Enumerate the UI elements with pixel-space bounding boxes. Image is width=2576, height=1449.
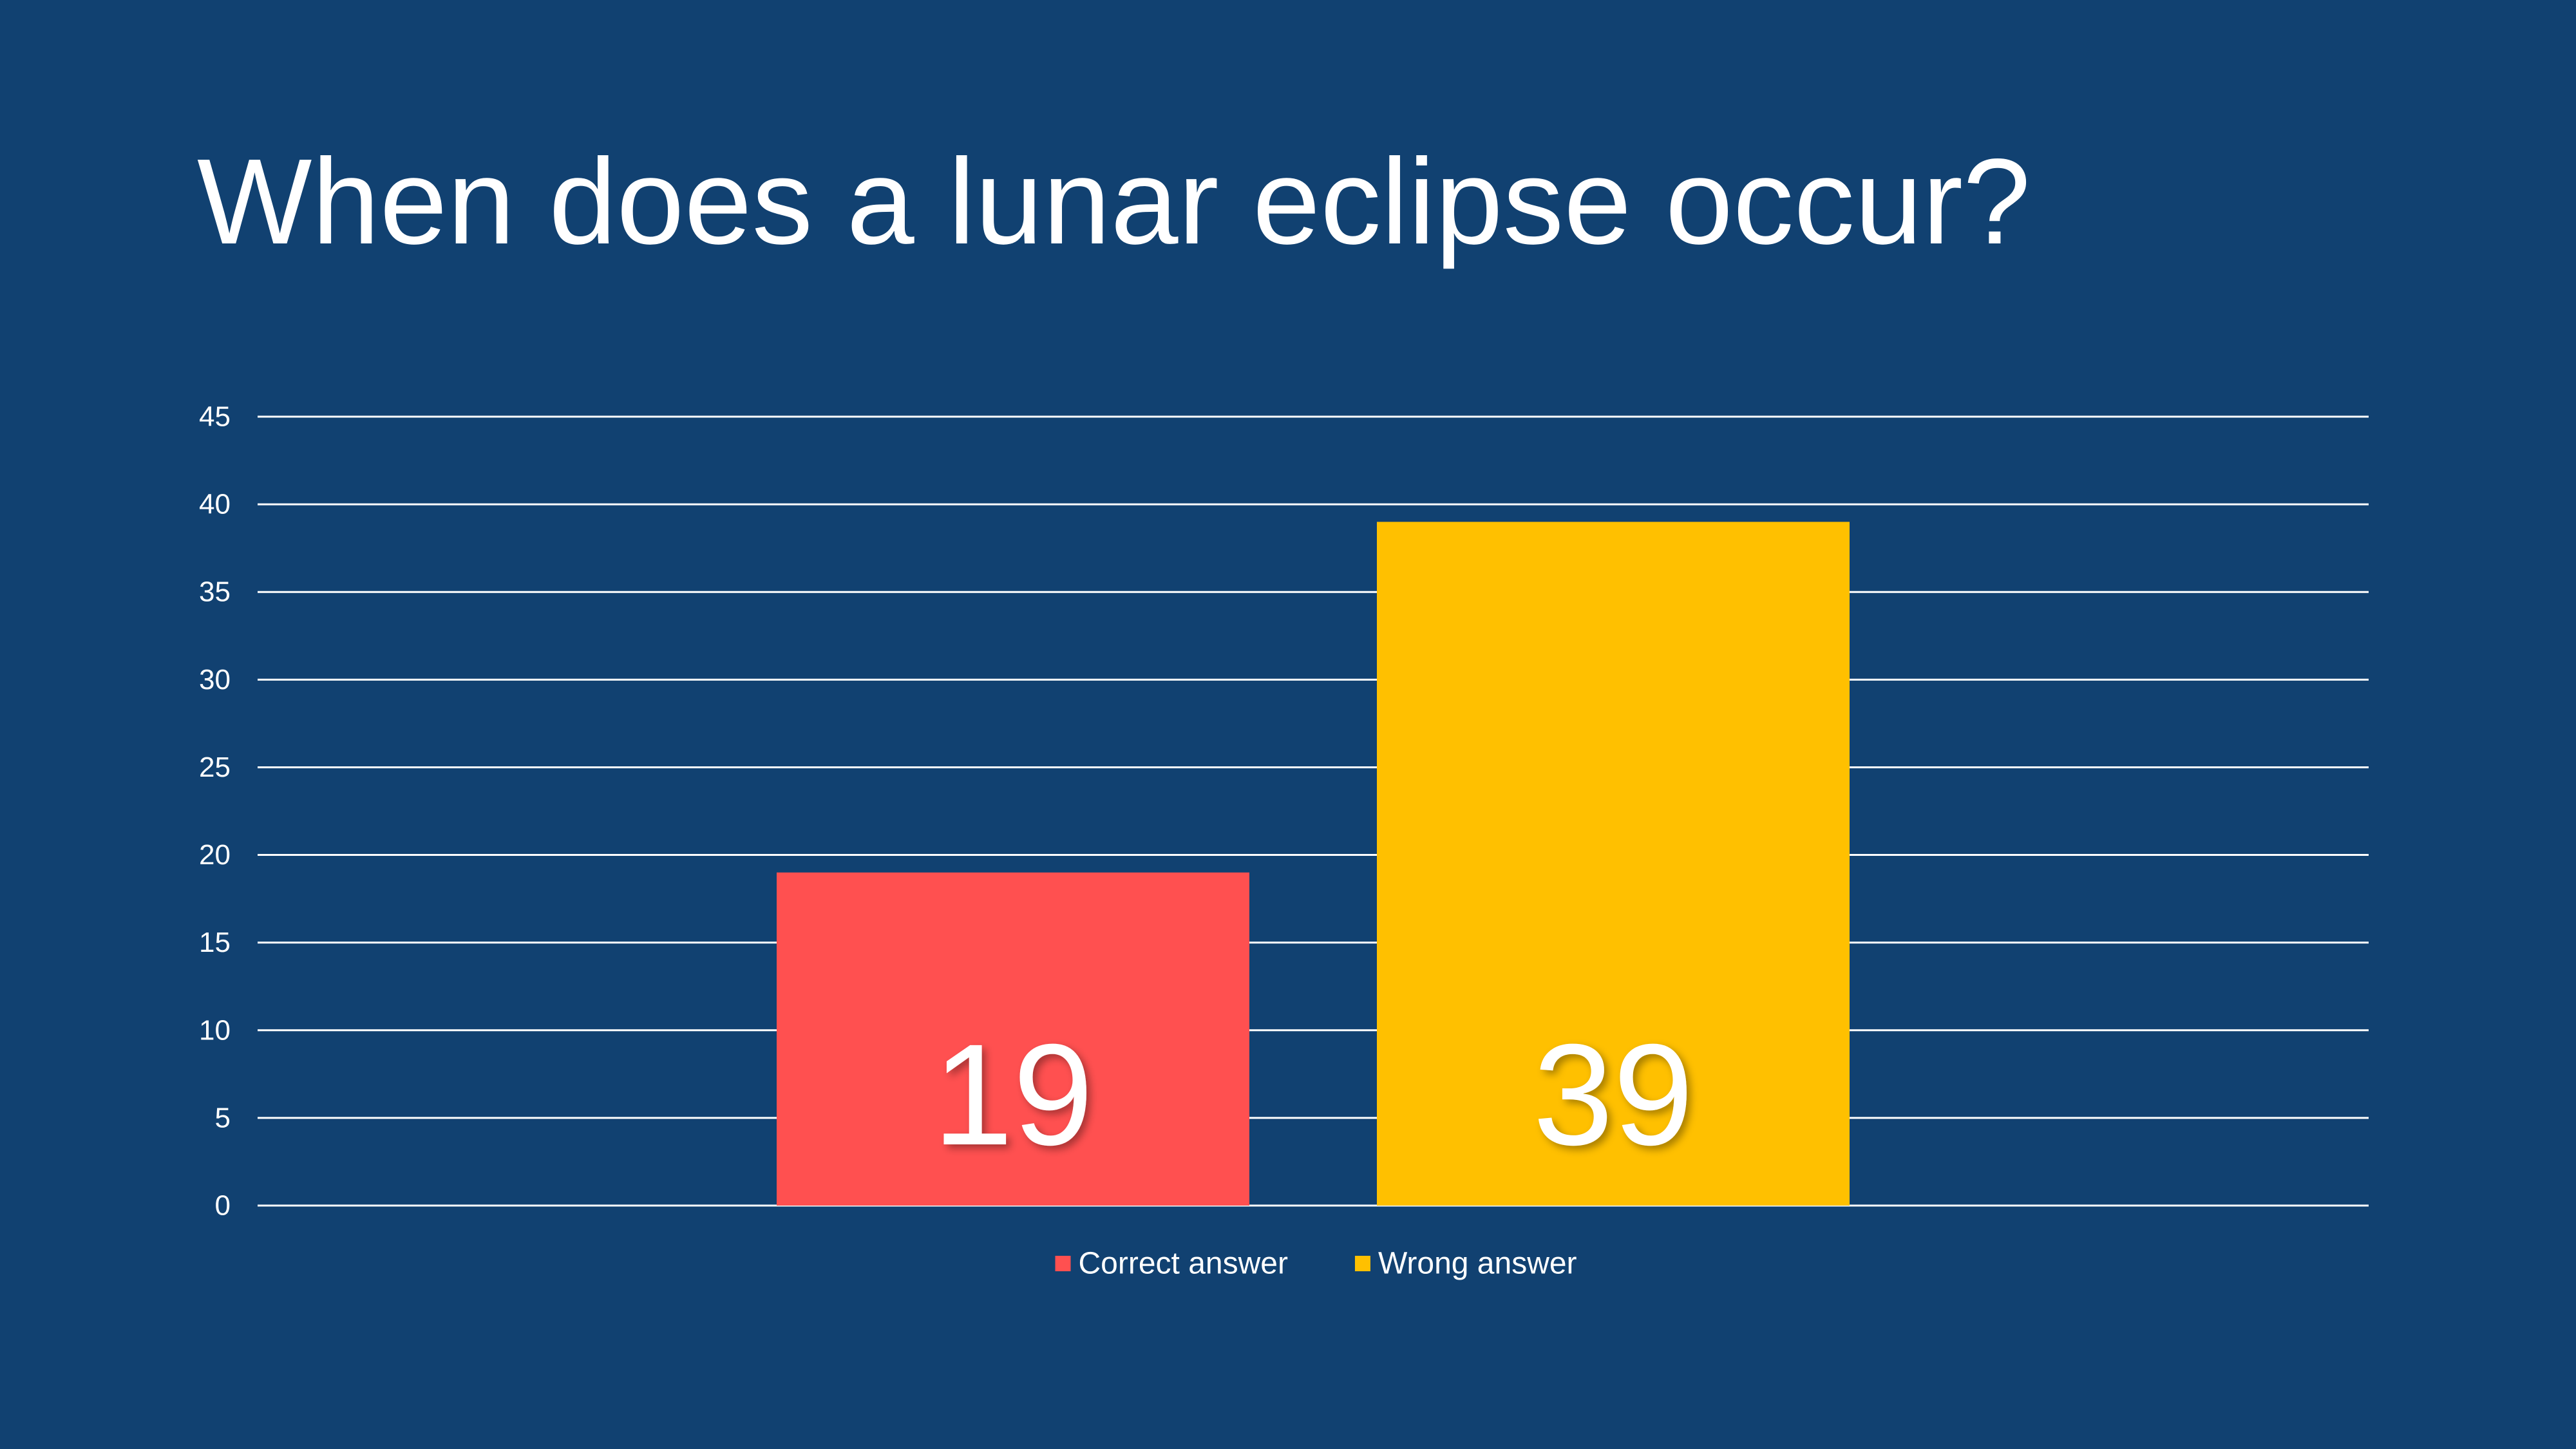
data-labels: 19 39 — [933, 1014, 1693, 1175]
y-tick-label: 0 — [215, 1190, 231, 1222]
y-tick-label: 25 — [199, 752, 231, 783]
y-tick-label: 15 — [199, 927, 231, 958]
bar-correct-answer — [777, 872, 1249, 1206]
slide-title: When does a lunar eclipse occur? — [197, 134, 2031, 270]
y-tick-label: 45 — [199, 401, 231, 433]
y-tick-label: 30 — [199, 664, 231, 696]
data-label-wrong-answer: 39 — [1533, 1014, 1693, 1175]
legend-swatch-correct-answer — [1055, 1256, 1071, 1271]
legend-label-wrong-answer: Wrong answer — [1378, 1247, 1577, 1281]
bars — [777, 522, 1850, 1206]
y-axis-tick-labels: 0 5 10 15 20 25 30 35 40 45 — [199, 401, 231, 1222]
y-tick-label: 10 — [199, 1014, 231, 1046]
legend: Correct answer Wrong answer — [1055, 1247, 1577, 1281]
y-tick-label: 5 — [215, 1102, 231, 1133]
y-tick-label: 40 — [199, 489, 231, 520]
y-tick-label: 20 — [199, 839, 231, 871]
data-label-correct-answer: 19 — [933, 1014, 1093, 1175]
y-tick-label: 35 — [199, 576, 231, 608]
legend-label-correct-answer: Correct answer — [1079, 1247, 1288, 1281]
gridlines — [258, 415, 2369, 1207]
bar-wrong-answer — [1377, 522, 1850, 1206]
legend-swatch-wrong-answer — [1354, 1256, 1370, 1271]
